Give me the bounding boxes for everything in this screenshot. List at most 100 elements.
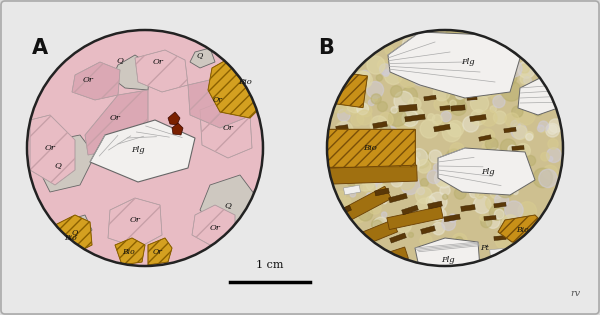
Circle shape — [396, 114, 415, 133]
Circle shape — [482, 143, 491, 152]
Circle shape — [337, 191, 346, 199]
Polygon shape — [399, 104, 417, 112]
Circle shape — [482, 185, 490, 192]
Circle shape — [475, 150, 490, 165]
Circle shape — [518, 61, 535, 78]
Circle shape — [489, 66, 494, 71]
Circle shape — [465, 79, 482, 96]
Circle shape — [491, 169, 500, 177]
Circle shape — [335, 152, 353, 170]
Circle shape — [411, 65, 423, 76]
Circle shape — [389, 136, 406, 153]
Circle shape — [451, 239, 462, 250]
Circle shape — [490, 205, 505, 220]
Circle shape — [455, 90, 464, 99]
Circle shape — [490, 90, 500, 100]
Circle shape — [376, 129, 383, 136]
Circle shape — [357, 103, 368, 115]
Text: Or: Or — [83, 76, 94, 84]
Circle shape — [500, 70, 517, 86]
Polygon shape — [415, 238, 480, 278]
Polygon shape — [319, 186, 391, 234]
Circle shape — [493, 95, 505, 108]
Polygon shape — [421, 226, 436, 234]
Circle shape — [391, 86, 402, 97]
Circle shape — [467, 172, 487, 192]
Circle shape — [427, 170, 441, 184]
Polygon shape — [443, 214, 460, 222]
Circle shape — [488, 72, 504, 89]
Circle shape — [512, 106, 523, 117]
Polygon shape — [72, 62, 120, 100]
Circle shape — [494, 209, 504, 219]
Circle shape — [473, 196, 491, 214]
Circle shape — [463, 180, 471, 189]
Polygon shape — [108, 198, 162, 248]
Circle shape — [446, 149, 462, 165]
Polygon shape — [512, 146, 524, 151]
Circle shape — [470, 94, 488, 112]
Circle shape — [418, 37, 434, 54]
Polygon shape — [85, 90, 148, 155]
Circle shape — [538, 121, 548, 131]
Circle shape — [356, 72, 373, 88]
Circle shape — [515, 105, 535, 125]
Circle shape — [466, 252, 470, 257]
Text: Bio: Bio — [363, 144, 377, 152]
Polygon shape — [52, 215, 92, 255]
Circle shape — [369, 202, 381, 214]
Circle shape — [447, 88, 465, 106]
Polygon shape — [434, 124, 451, 132]
Circle shape — [526, 132, 533, 140]
Polygon shape — [344, 185, 361, 195]
Circle shape — [432, 114, 442, 124]
Circle shape — [343, 198, 351, 205]
Circle shape — [447, 36, 455, 44]
Circle shape — [505, 201, 523, 220]
Circle shape — [412, 47, 417, 51]
Circle shape — [351, 113, 364, 126]
Text: Or: Or — [223, 124, 233, 132]
Circle shape — [370, 116, 388, 133]
Circle shape — [485, 138, 498, 151]
Circle shape — [428, 206, 443, 221]
Circle shape — [490, 106, 496, 112]
Circle shape — [526, 134, 533, 140]
Circle shape — [409, 136, 414, 141]
Text: Q: Q — [55, 161, 61, 169]
Circle shape — [494, 193, 509, 207]
Circle shape — [401, 87, 418, 103]
Circle shape — [485, 195, 501, 211]
Circle shape — [520, 64, 529, 73]
Circle shape — [371, 94, 381, 104]
Circle shape — [469, 180, 479, 190]
Text: Or: Or — [153, 248, 163, 256]
Circle shape — [384, 164, 392, 171]
Circle shape — [495, 230, 515, 249]
Circle shape — [360, 105, 372, 117]
Circle shape — [359, 70, 370, 81]
Circle shape — [449, 214, 457, 222]
Circle shape — [367, 193, 373, 199]
Circle shape — [505, 113, 519, 127]
Circle shape — [27, 30, 263, 266]
Circle shape — [526, 156, 536, 166]
Circle shape — [548, 125, 557, 134]
Polygon shape — [518, 78, 558, 115]
Circle shape — [432, 83, 437, 88]
Circle shape — [431, 37, 444, 49]
Text: Q: Q — [116, 56, 124, 64]
Circle shape — [427, 243, 440, 257]
Polygon shape — [438, 148, 535, 195]
Circle shape — [539, 127, 545, 133]
Circle shape — [464, 175, 472, 183]
Text: B: B — [318, 38, 334, 58]
Text: Bio: Bio — [64, 234, 76, 242]
Circle shape — [436, 121, 443, 129]
Circle shape — [400, 154, 419, 174]
Circle shape — [511, 223, 527, 238]
Circle shape — [326, 129, 338, 142]
Circle shape — [421, 179, 428, 186]
Circle shape — [417, 187, 425, 195]
Circle shape — [545, 123, 559, 137]
